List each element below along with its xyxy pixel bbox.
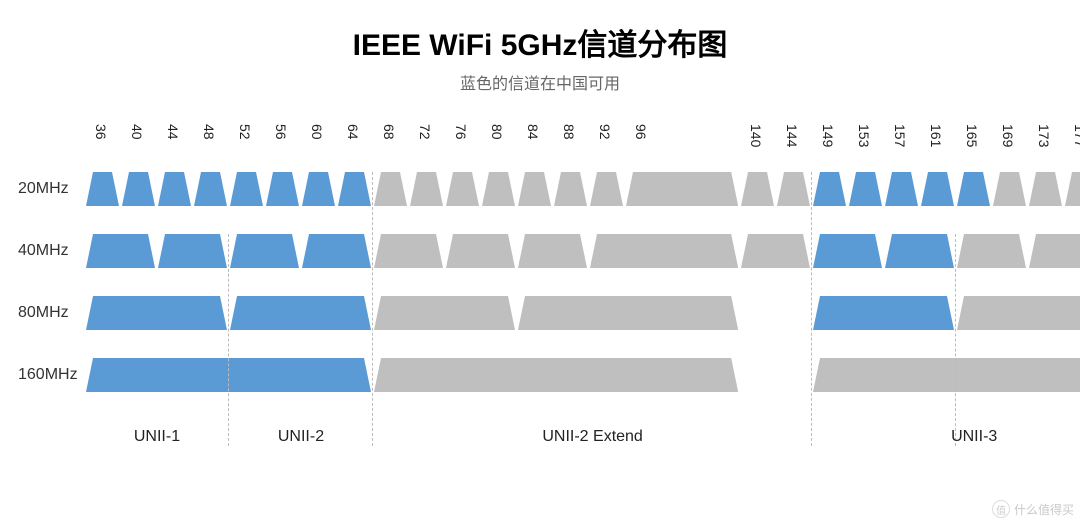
channel-block xyxy=(813,358,1080,392)
channel-label: 48 xyxy=(201,124,217,140)
channel-block xyxy=(374,172,407,206)
channel-label: 96 xyxy=(633,124,649,140)
channel-block xyxy=(813,234,882,268)
channel-block xyxy=(158,172,191,206)
channel-label: 140 xyxy=(748,124,764,147)
channel-block xyxy=(957,296,1080,330)
channel-block xyxy=(194,172,227,206)
band-label: UNII-1 xyxy=(85,428,229,446)
channel-block xyxy=(410,172,443,206)
channel-block xyxy=(482,172,515,206)
channel-label: 76 xyxy=(453,124,469,140)
channel-label: 177 xyxy=(1072,124,1080,147)
channel-label: 84 xyxy=(525,124,541,140)
channel-block xyxy=(590,234,738,268)
channel-block xyxy=(957,172,990,206)
channel-block xyxy=(590,172,623,206)
channel-label: 36 xyxy=(93,124,109,140)
channel-block xyxy=(849,172,882,206)
row-label: 20MHz xyxy=(18,180,69,198)
channel-block xyxy=(885,234,954,268)
channel-label: 44 xyxy=(165,124,181,140)
channel-block xyxy=(374,234,443,268)
channel-block xyxy=(518,172,551,206)
channel-label: 52 xyxy=(237,124,253,140)
watermark-icon: 值 xyxy=(992,500,1010,518)
channel-block xyxy=(1065,172,1080,206)
row-label: 40MHz xyxy=(18,242,69,260)
channel-block xyxy=(921,172,954,206)
channel-label: 40 xyxy=(129,124,145,140)
channel-label: 149 xyxy=(820,124,836,147)
channel-label: 161 xyxy=(928,124,944,147)
band-label: UNII-2 Extend xyxy=(373,428,812,446)
channel-block xyxy=(813,172,846,206)
channel-block xyxy=(446,234,515,268)
channel-block xyxy=(1029,234,1080,268)
band-divider xyxy=(811,172,812,446)
channel-chart: 36 40 44 48 52 56 60 64 68 72 76 80 84 88 92 96 140 144 14… xyxy=(0,110,1080,470)
channel-label: 80 xyxy=(489,124,505,140)
channel-label: 72 xyxy=(417,124,433,140)
channel-block xyxy=(741,234,810,268)
chart-title: IEEE WiFi 5GHz信道分布图 xyxy=(0,0,1080,64)
channel-label: 88 xyxy=(561,124,577,140)
channel-block xyxy=(374,358,738,392)
row-label: 80MHz xyxy=(18,304,69,322)
band-label: UNII-2 xyxy=(229,428,373,446)
channel-block xyxy=(626,172,738,206)
channel-label: 165 xyxy=(964,124,980,147)
channel-block xyxy=(957,234,1026,268)
row-label: 160MHz xyxy=(18,366,78,384)
channel-block xyxy=(230,172,263,206)
band-divider xyxy=(955,234,956,446)
channel-block xyxy=(266,172,299,206)
band-label: UNII-3 xyxy=(812,428,1080,446)
channel-block xyxy=(554,172,587,206)
channel-block xyxy=(302,234,371,268)
channel-block xyxy=(813,296,954,330)
channel-label: 144 xyxy=(784,124,800,147)
channel-block xyxy=(230,296,371,330)
channel-label: 56 xyxy=(273,124,289,140)
channel-block xyxy=(993,172,1026,206)
channel-block xyxy=(86,172,119,206)
channel-label: 68 xyxy=(381,124,397,140)
channel-block xyxy=(338,172,371,206)
channel-block xyxy=(86,234,155,268)
channel-block xyxy=(122,172,155,206)
channel-label: 169 xyxy=(1000,124,1016,147)
channel-label: 92 xyxy=(597,124,613,140)
channel-label: 60 xyxy=(309,124,325,140)
channel-label: 153 xyxy=(856,124,872,147)
channel-block xyxy=(1029,172,1062,206)
channel-block xyxy=(518,234,587,268)
band-divider xyxy=(372,172,373,446)
channel-block xyxy=(518,296,738,330)
channel-block xyxy=(885,172,918,206)
channel-block xyxy=(86,296,227,330)
channel-block xyxy=(446,172,479,206)
channel-block xyxy=(741,172,774,206)
channel-label: 157 xyxy=(892,124,908,147)
channel-block xyxy=(230,234,299,268)
watermark-text: 什么值得买 xyxy=(1014,501,1074,518)
channel-block xyxy=(302,172,335,206)
channel-block xyxy=(374,296,515,330)
band-divider xyxy=(228,234,229,446)
channel-block xyxy=(158,234,227,268)
chart-subtitle: 蓝色的信道在中国可用 xyxy=(0,70,1080,94)
watermark: 值 什么值得买 xyxy=(992,500,1074,518)
channel-block xyxy=(777,172,810,206)
channel-label: 64 xyxy=(345,124,361,140)
channel-label: 173 xyxy=(1036,124,1052,147)
